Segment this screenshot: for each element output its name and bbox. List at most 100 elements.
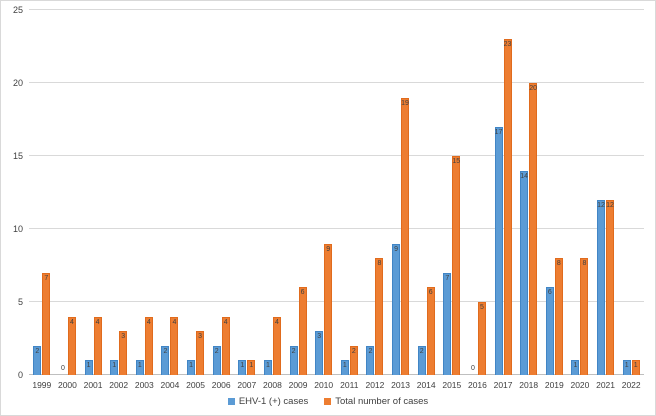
bar-ehv1-2004: 2: [161, 345, 170, 375]
bar-ehv1-2020: 1: [571, 360, 580, 375]
category-group-2021: 12 12: [593, 10, 619, 375]
bar-value-label-total-2002: 3: [121, 333, 126, 341]
bar-ehv1-2002: 1: [110, 360, 119, 375]
bar-value-label-total-2009: 6: [300, 289, 305, 297]
bar-value-label-total-2015: 15: [452, 158, 461, 165]
bar-value-label-ehv1-2020: 1: [573, 362, 578, 370]
bar-ehv1-2010: 3: [315, 331, 324, 375]
bar-ehv1-2021: 12: [597, 199, 606, 375]
bar-ehv1-2009: 2: [289, 345, 298, 375]
bar-total-2016: 5: [477, 302, 486, 375]
bar-total-2013: 19: [401, 97, 410, 375]
bar-total-2015: 15: [452, 156, 461, 375]
bar-total-2021: 12: [606, 199, 615, 375]
bar-value-label-ehv1-2007: 1: [240, 362, 245, 370]
gridline-y-15: [29, 155, 644, 156]
x-tick-label-2000: 2000: [57, 380, 77, 390]
bar-value-label-ehv1-2008: 1: [265, 362, 270, 370]
x-tick-label-2021: 2021: [596, 380, 616, 390]
bar-total-2012: 8: [375, 258, 384, 375]
bar-value-label-ehv1-2001: 1: [86, 362, 91, 370]
x-tick-label-2018: 2018: [519, 380, 539, 390]
bar-ehv1-2019: 6: [545, 287, 554, 375]
bar-total-2018: 20: [529, 83, 538, 375]
bar-ehv1-2005: 1: [187, 360, 196, 375]
bar-value-label-total-2020: 8: [582, 260, 587, 268]
x-tick-label-2010: 2010: [314, 380, 334, 390]
x-tick-label-2006: 2006: [211, 380, 231, 390]
bar-value-label-ehv1-1999: 2: [35, 347, 40, 355]
bar-value-label-total-2004: 4: [172, 318, 177, 326]
bar-value-label-total-2016: 5: [479, 304, 484, 311]
bar-ehv1-2022: 1: [622, 360, 631, 375]
bar-total-2020: 8: [580, 258, 589, 375]
y-tick-label-0: 0: [17, 370, 23, 380]
bar-value-label-ehv1-2010: 3: [317, 333, 322, 341]
bar-value-label-ehv1-2009: 2: [291, 347, 296, 355]
bar-value-label-total-2012: 8: [377, 260, 382, 268]
x-tick-label-2007: 2007: [237, 380, 257, 390]
bar-ehv1-2001: 1: [84, 360, 93, 375]
bar-value-label-total-2008: 4: [274, 318, 279, 326]
x-tick-label-2005: 2005: [186, 380, 206, 390]
bar-ehv1-2018: 14: [520, 170, 529, 375]
y-tick-label-25: 25: [12, 5, 23, 15]
bar-value-label-ehv1-2017: 17: [494, 128, 503, 136]
gridline-y-10: [29, 228, 644, 229]
bar-total-2008: 4: [272, 316, 281, 375]
bar-ehv1-2007: 1: [238, 360, 247, 375]
bar-total-1999: 7: [42, 272, 51, 375]
category-group-2015: 7 15: [439, 10, 465, 375]
x-tick-label-2001: 2001: [83, 380, 103, 390]
plot-area: 2 7 0 4 1 4 1 3 1 4 2 4 1 3 2 4 1 1 1 4 2 6 3 9 1 2 2 8 9 19 2 6 7 15 0 5 17…: [29, 9, 644, 375]
bar-total-2014: 6: [426, 287, 435, 375]
bar-value-label-total-2001: 4: [95, 318, 100, 326]
bar-value-label-ehv1-2004: 2: [163, 347, 168, 355]
legend: EHV-1 (+) cases Total number of cases: [1, 396, 655, 407]
bar-total-2009: 6: [298, 287, 307, 375]
bar-value-label-total-2014: 6: [428, 289, 433, 297]
x-tick-label-2016: 2016: [467, 380, 487, 390]
bar-value-label-total-2005: 3: [198, 333, 203, 341]
legend-item-total-cases[interactable]: Total number of cases: [324, 396, 428, 407]
bar-value-label-ehv1-2006: 2: [214, 347, 219, 355]
bar-total-2011: 2: [349, 345, 358, 375]
legend-swatch-blue-icon: [227, 398, 235, 405]
x-tick-label-2022: 2022: [621, 380, 641, 390]
bar-value-label-ehv1-2005: 1: [189, 362, 194, 370]
gridline-y-0: [29, 374, 644, 375]
bar-ehv1-2017: 17: [494, 126, 503, 375]
x-tick-label-2015: 2015: [442, 380, 462, 390]
bar-value-label-total-2000: 4: [69, 318, 74, 326]
bar-total-2007: 1: [247, 360, 256, 375]
x-tick-label-2017: 2017: [493, 380, 513, 390]
bar-total-2004: 4: [170, 316, 179, 375]
bar-value-label-ehv1-2011: 1: [342, 362, 347, 370]
y-tick-label-20: 20: [12, 78, 23, 88]
bar-ehv1-1999: 2: [33, 345, 42, 375]
bar-value-label-ehv1-2019: 6: [547, 289, 552, 297]
bar-ehv1-2011: 1: [340, 360, 349, 375]
bar-value-label-ehv1-2000: 0: [60, 365, 65, 372]
bar-value-label-total-2010: 9: [326, 245, 331, 253]
x-tick-label-2011: 2011: [340, 380, 359, 390]
x-axis-labels: 1999 2000 2001 2002 2003 2004 2005 2006 2007 2008…: [29, 380, 644, 390]
bar-total-2005: 3: [196, 331, 205, 375]
bar-value-label-total-2011: 2: [351, 347, 356, 355]
x-tick-label-2002: 2002: [109, 380, 129, 390]
legend-item-ehv1-cases[interactable]: EHV-1 (+) cases: [227, 396, 309, 407]
bar-value-label-ehv1-2022: 1: [624, 362, 629, 370]
legend-label-ehv1-cases: EHV-1 (+) cases: [238, 396, 309, 407]
bar-value-label-ehv1-2018: 14: [520, 172, 529, 180]
